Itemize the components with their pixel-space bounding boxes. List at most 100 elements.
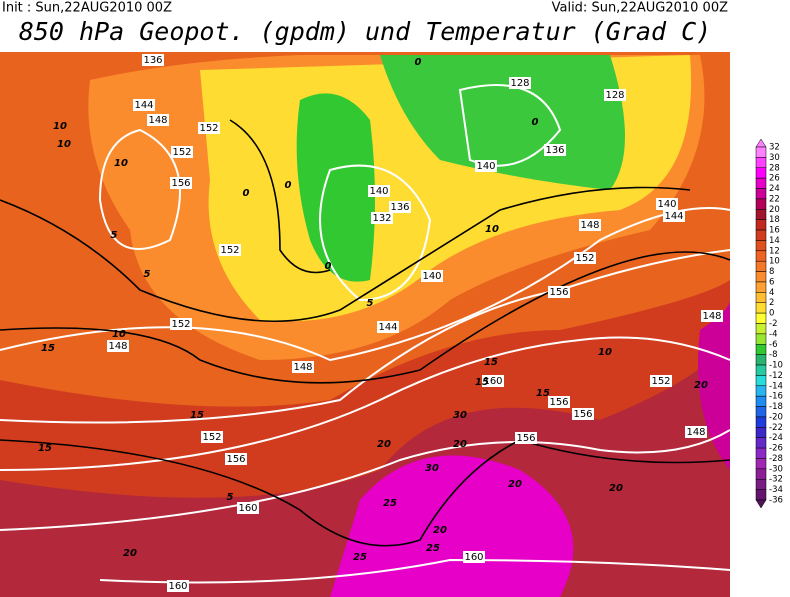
colorbar-swatch — [755, 416, 767, 428]
temperature-label: 15 — [190, 410, 204, 421]
colorbar-label: 26 — [769, 174, 780, 184]
geopotential-label-box — [170, 318, 192, 330]
geopotential-label-box — [572, 408, 594, 420]
geopotential-label: 140 — [657, 199, 676, 210]
colorbar-label: -16 — [769, 392, 783, 402]
colorbar-label: -36 — [769, 496, 783, 506]
geopotential-label-box — [170, 177, 192, 189]
colorbar-swatch — [755, 188, 767, 200]
geopotential-label-box — [389, 201, 411, 213]
geopotential-label: 140 — [422, 271, 441, 282]
temperature-label: 5 — [367, 298, 374, 309]
colorbar-label: 8 — [769, 267, 774, 277]
colorbar-swatch — [755, 354, 767, 366]
colorbar-swatch — [755, 146, 767, 158]
geopotential-label-box — [656, 198, 678, 210]
temperature-label: 5 — [111, 230, 118, 241]
temperature-label: 10 — [485, 224, 499, 235]
geopotential-label-box — [198, 122, 220, 134]
colorbar-swatch — [755, 229, 767, 241]
geopotential-label-box — [482, 375, 504, 387]
temperature-label: 10 — [114, 158, 128, 169]
colorbar-swatch — [755, 385, 767, 397]
geopotential-label: 128 — [510, 78, 529, 89]
geopotential-label: 160 — [238, 503, 257, 514]
geopotential-label: 148 — [686, 427, 705, 438]
geopotential-label-box — [147, 114, 169, 126]
colorbar-label: 20 — [769, 205, 780, 215]
temperature-label: 20 — [433, 525, 447, 536]
geopotential-label: 152 — [171, 319, 190, 330]
colorbar-swatch — [755, 468, 767, 480]
geopotential-label-box — [475, 160, 497, 172]
geopotential-label-box — [509, 77, 531, 89]
colorbar-label: -24 — [769, 433, 783, 443]
geopotential-label-box — [133, 99, 155, 111]
temperature-label: 10 — [53, 121, 67, 132]
temperature-label: 20 — [123, 548, 137, 559]
colorbar-arrow — [755, 499, 767, 509]
geopotential-label-box — [685, 426, 707, 438]
colorbar-label: -12 — [769, 371, 783, 381]
geopotential-label-box — [237, 502, 259, 514]
colorbar-label: -32 — [769, 475, 783, 485]
geopotential-label-box — [544, 144, 566, 156]
colorbar-label: 32 — [769, 143, 780, 153]
geopotential-label: 144 — [134, 100, 153, 111]
geopotential-label: 144 — [664, 211, 683, 222]
colorbar-label: 24 — [769, 184, 780, 194]
colorbar-label: 16 — [769, 226, 780, 236]
colorbar-label: -22 — [769, 423, 783, 433]
temperature-label: 30 — [453, 410, 467, 421]
colorbar-swatch — [755, 167, 767, 179]
geopotential-label-box — [548, 286, 570, 298]
colorbar-swatch — [755, 157, 767, 169]
colorbar-swatch — [755, 364, 767, 376]
temperature-label: 10 — [57, 139, 71, 150]
temperature-label: 0 — [325, 261, 332, 272]
valid-time: Valid: Sun,22AUG2010 00Z — [552, 1, 728, 16]
geopotential-label-box — [463, 551, 485, 563]
colorbar-swatch — [755, 302, 767, 314]
geopotential-label: 136 — [143, 55, 162, 66]
colorbar-swatch — [755, 209, 767, 220]
geopotential-label: 152 — [575, 253, 594, 264]
colorbar-label: -8 — [769, 350, 777, 360]
colorbar-swatch — [755, 198, 767, 210]
colorbar-swatch — [755, 344, 767, 355]
colorbar-label: -2 — [769, 319, 777, 329]
colorbar-swatch — [755, 406, 767, 418]
colorbar-label: -6 — [769, 340, 777, 350]
colorbar-swatch — [755, 458, 767, 470]
temperature-label: 20 — [694, 380, 708, 391]
geopotential-label: 156 — [573, 409, 592, 420]
colorbar-label: -10 — [769, 361, 783, 371]
geopotential-label: 160 — [483, 376, 502, 387]
colorbar-swatch — [755, 260, 767, 272]
colorbar-swatch — [755, 292, 767, 303]
geopotential-label-box — [371, 212, 393, 224]
temperature-label: 20 — [377, 439, 391, 450]
geopotential-label: 136 — [390, 202, 409, 213]
colorbar-swatch — [755, 375, 767, 387]
geopotential-label: 140 — [369, 186, 388, 197]
colorbar-label: -20 — [769, 412, 783, 422]
colorbar-swatch — [755, 219, 767, 231]
colorbar-label: 10 — [769, 257, 780, 267]
colorbar-label: 14 — [769, 236, 780, 246]
colorbar-label: -4 — [769, 329, 777, 339]
init-time: Init : Sun,22AUG2010 00Z — [2, 1, 172, 16]
temperature-label: 15 — [475, 377, 489, 388]
temperature-label: 15 — [38, 443, 52, 454]
geopotential-label: 144 — [378, 322, 397, 333]
geopotential-label-box — [701, 310, 723, 322]
colorbar-swatch — [755, 427, 767, 438]
geopotential-label: 148 — [148, 115, 167, 126]
geopotential-label-box — [604, 89, 626, 101]
labels: 1361441481521521561521481521481401321361… — [38, 54, 723, 592]
geopotential-label: 148 — [702, 311, 721, 322]
temperature-label: 25 — [353, 552, 367, 563]
very-hot-zone-east — [698, 300, 730, 470]
